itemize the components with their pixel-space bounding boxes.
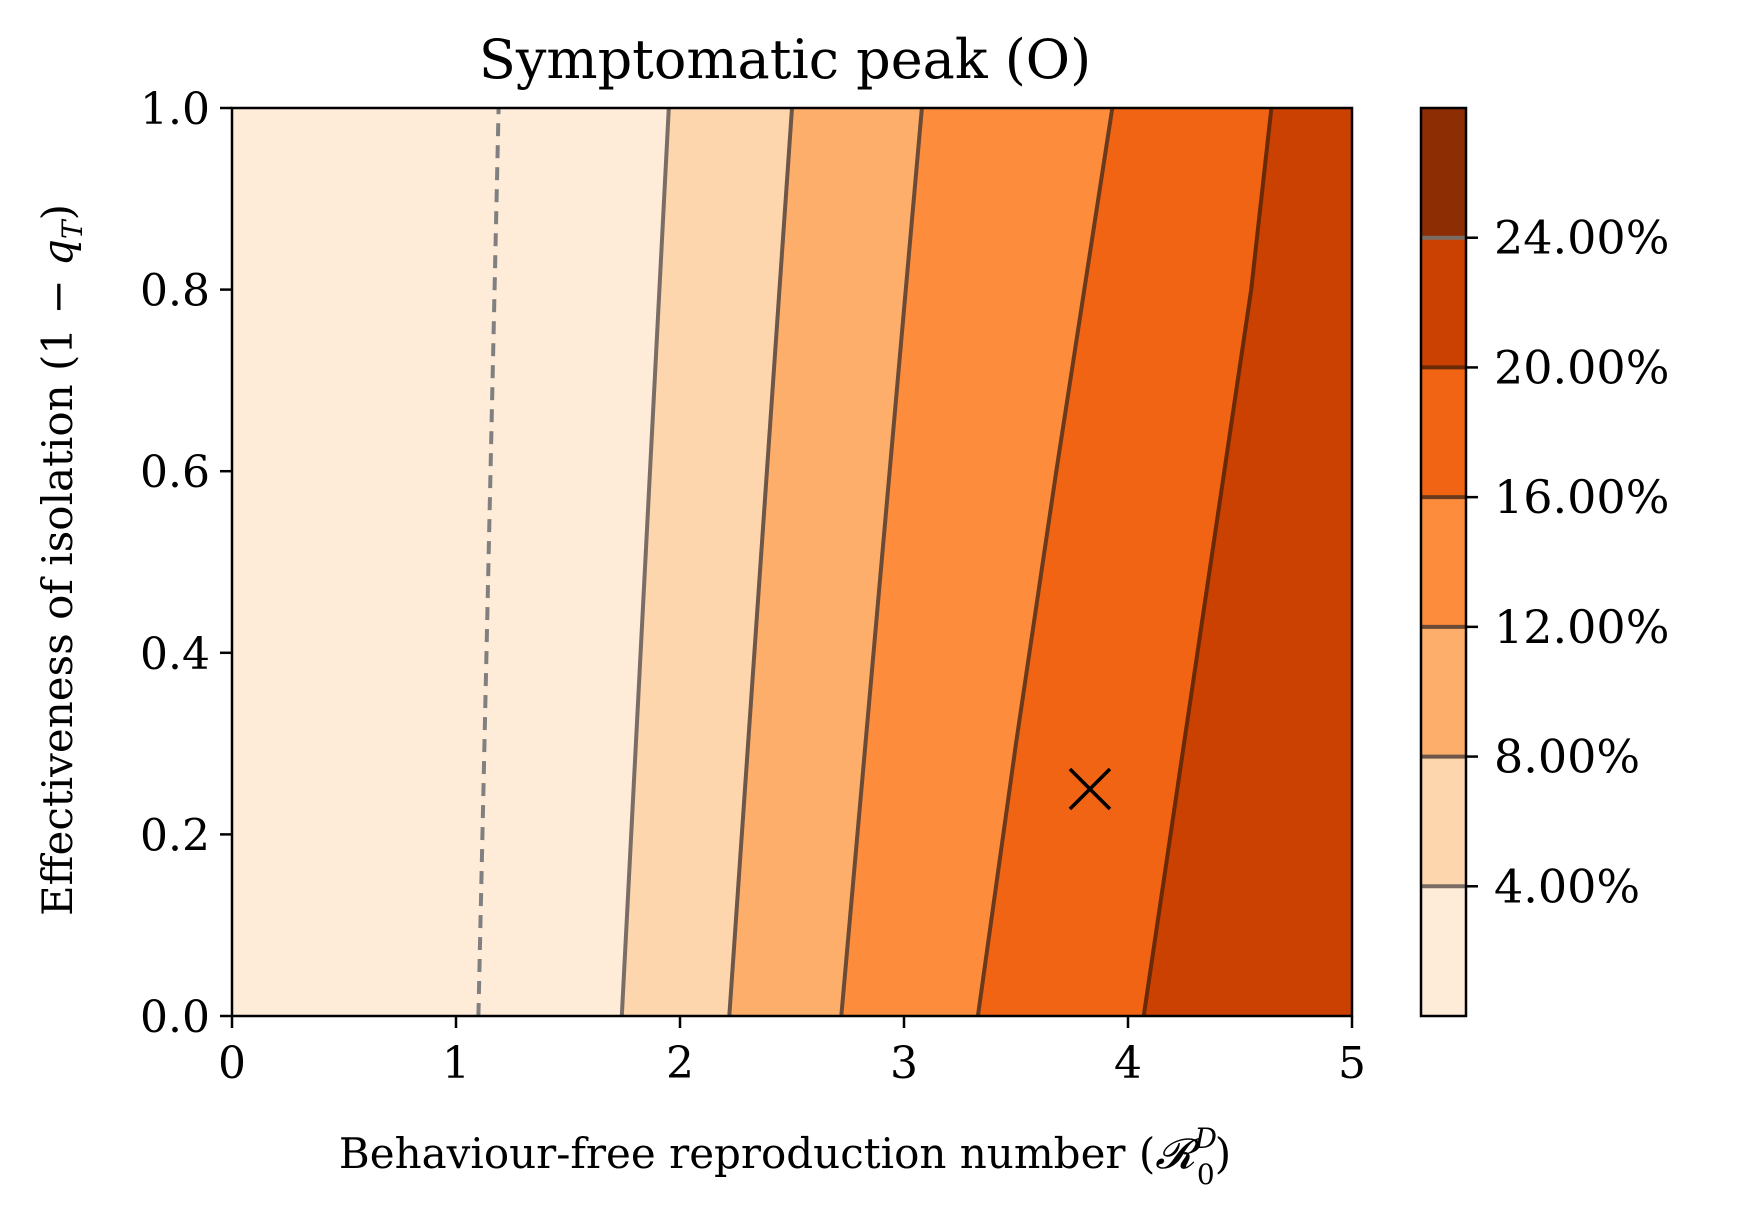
x-axis: 0 1 2 3 4 5	[218, 1016, 1366, 1089]
colorbar-tick-label: 20.00%	[1494, 340, 1669, 394]
colorbar-band	[1420, 107, 1467, 238]
contour-line	[975, 108, 1115, 1016]
x-tick-label: 3	[890, 1038, 918, 1089]
contour-line	[1141, 108, 1274, 1016]
y-tick-label: 0.2	[140, 810, 210, 861]
y-tick-label: 0.4	[140, 629, 210, 680]
colorbar-tick-label: 16.00%	[1494, 470, 1669, 524]
colorbar-band	[1420, 626, 1467, 757]
x-tick-label: 1	[442, 1038, 470, 1089]
y-tick-label: 1.0	[140, 84, 210, 135]
y-axis-label: Effectiveness of isolation (1 − qT)	[33, 204, 89, 916]
threshold-line	[476, 108, 501, 1016]
chart-title: Symptomatic peak (O)	[479, 28, 1091, 91]
colorbar-band	[1420, 756, 1467, 887]
colorbar-tick-label: 24.00%	[1494, 211, 1669, 265]
colorbar-band	[1420, 367, 1467, 498]
colorbar-tick-label: 4.00%	[1494, 859, 1640, 913]
x-tick-label: 2	[666, 1038, 694, 1089]
colorbar-tick-label: 8.00%	[1494, 730, 1640, 784]
colorbar-frame	[1419, 106, 1468, 1018]
marker-group	[1068, 767, 1112, 811]
colorbar-tick-label: 12.00%	[1494, 600, 1669, 654]
colorbar-band	[1420, 886, 1467, 1017]
plot-frame	[230, 106, 1354, 1018]
x-tick-label: 5	[1338, 1038, 1366, 1089]
contour-bands	[232, 108, 1352, 1016]
colorbar-ticks: 4.00% 8.00% 12.00% 16.00% 20.00% 24.00%	[1421, 211, 1669, 913]
y-tick-label: 0.6	[140, 447, 210, 498]
y-tick-label: 0.0	[140, 992, 210, 1043]
colorbar-band	[1420, 496, 1467, 628]
y-axis: 0.0 0.2 0.4 0.6 0.8 1.0	[140, 84, 232, 1043]
y-tick-label: 0.8	[140, 266, 210, 317]
colorbar: 4.00% 8.00% 12.00% 16.00% 20.00% 24.00%	[1419, 106, 1669, 1018]
threshold-group	[476, 108, 501, 1016]
contour-band	[232, 108, 670, 1016]
colorbar-band	[1420, 237, 1467, 368]
x-tick-label: 4	[1114, 1038, 1142, 1089]
x-marker	[1068, 767, 1112, 811]
contour-line	[619, 108, 671, 1016]
plot-area: 0 1 2 3 4 5 0.0 0.2 0.4 0.6 0.8 1.0	[140, 84, 1366, 1089]
contour-line	[727, 108, 794, 1016]
contour-lines	[619, 108, 1274, 1016]
x-axis-label: Behaviour-free reproduction number (𝓡D 0)	[339, 1122, 1231, 1191]
colorbar-bands	[1420, 107, 1467, 1017]
contour-line	[839, 108, 924, 1016]
x-tick-label: 0	[218, 1038, 246, 1089]
